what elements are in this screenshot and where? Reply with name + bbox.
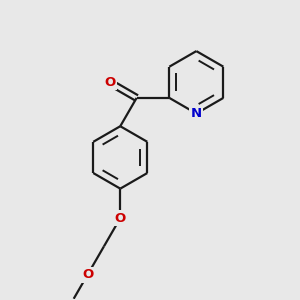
Text: O: O	[115, 212, 126, 225]
Text: O: O	[104, 76, 116, 89]
Text: O: O	[82, 268, 93, 281]
Text: N: N	[191, 107, 202, 120]
